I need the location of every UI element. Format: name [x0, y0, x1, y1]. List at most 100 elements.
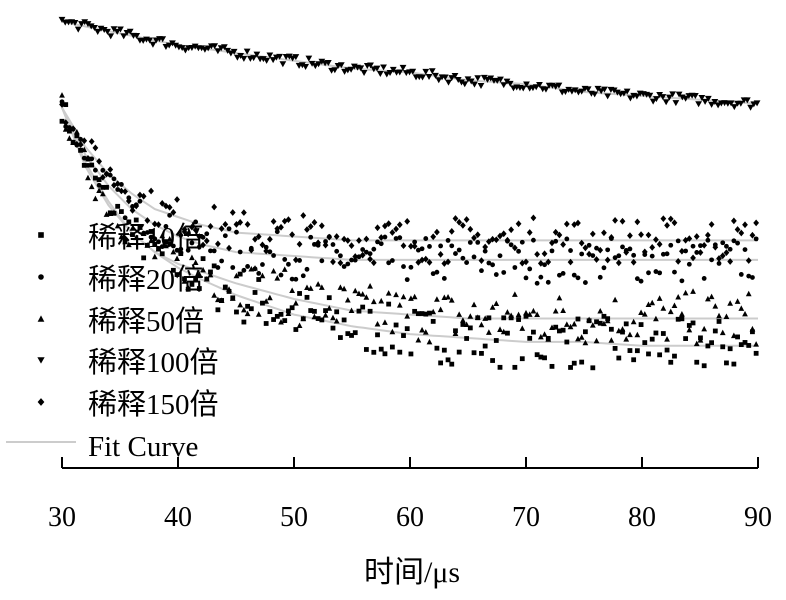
- data-point: [571, 272, 577, 278]
- legend-label-3: 稀释100倍: [88, 346, 219, 379]
- data-point: [735, 334, 740, 340]
- data-point: [578, 239, 585, 247]
- data-point: [738, 305, 745, 311]
- data-point: [511, 291, 518, 297]
- data-point: [679, 278, 685, 284]
- data-point: [324, 60, 332, 67]
- data-point: [96, 187, 102, 194]
- data-point: [720, 344, 726, 350]
- data-point: [467, 78, 475, 85]
- data-point: [693, 340, 700, 347]
- data-point: [523, 275, 529, 281]
- data-point: [177, 231, 184, 239]
- data-point: [560, 327, 566, 333]
- data-point: [92, 195, 99, 202]
- data-point: [690, 320, 696, 326]
- data-point: [230, 265, 236, 270]
- data-point: [735, 240, 740, 246]
- data-point: [734, 226, 741, 233]
- data-point: [589, 322, 596, 328]
- data-point: [315, 239, 322, 247]
- data-point: [575, 219, 581, 227]
- data-point: [182, 47, 189, 54]
- data-point: [63, 102, 69, 108]
- data-point: [233, 272, 240, 279]
- data-point: [185, 247, 191, 253]
- data-point: [374, 320, 381, 327]
- data-point: [312, 241, 317, 247]
- data-point: [537, 260, 544, 267]
- data-point: [311, 313, 318, 320]
- data-point: [62, 126, 69, 132]
- data-point: [445, 294, 451, 300]
- data-point: [497, 326, 503, 332]
- data-point: [70, 125, 77, 133]
- data-point: [96, 177, 102, 182]
- data-point: [371, 349, 377, 355]
- fit-curve-2: [61, 107, 758, 320]
- legend-marker-2: [37, 315, 45, 322]
- data-point: [746, 273, 752, 279]
- data-point: [623, 249, 630, 256]
- data-point: [401, 333, 406, 338]
- data-point: [144, 217, 151, 224]
- data-point: [100, 167, 106, 173]
- data-point: [668, 242, 674, 248]
- data-point: [753, 341, 760, 347]
- data-point: [456, 218, 463, 226]
- data-point: [155, 246, 162, 252]
- data-point: [475, 239, 481, 245]
- data-point: [270, 268, 277, 274]
- data-point: [497, 253, 503, 259]
- data-point: [408, 264, 414, 270]
- fit-curve-0: [61, 107, 758, 347]
- data-point: [241, 209, 247, 216]
- data-point: [679, 316, 685, 322]
- data-point: [471, 350, 477, 356]
- data-point: [285, 53, 293, 60]
- data-point: [616, 355, 622, 361]
- data-point: [693, 233, 700, 240]
- data-point: [704, 95, 712, 102]
- data-point: [91, 25, 98, 32]
- data-point: [244, 310, 251, 317]
- data-point: [553, 238, 559, 244]
- data-point: [467, 240, 473, 245]
- data-point: [479, 350, 484, 356]
- data-point: [193, 277, 199, 283]
- data-point: [508, 312, 515, 319]
- data-point: [723, 249, 730, 257]
- data-point: [519, 85, 527, 92]
- data-point: [266, 294, 273, 301]
- data-point: [382, 234, 388, 240]
- data-point: [152, 236, 158, 242]
- data-point: [191, 43, 199, 50]
- data-point: [93, 167, 98, 173]
- data-point: [419, 256, 425, 264]
- x-tick-label-90: 90: [744, 502, 772, 533]
- data-point: [130, 204, 135, 209]
- data-point: [448, 297, 455, 303]
- data-point: [85, 174, 91, 181]
- data-point: [724, 360, 729, 366]
- data-point: [386, 260, 392, 266]
- data-point: [378, 234, 385, 241]
- data-point: [430, 271, 436, 277]
- data-point: [356, 308, 362, 314]
- data-point: [562, 88, 569, 95]
- data-point: [363, 347, 369, 352]
- data-point: [519, 239, 525, 245]
- data-point: [649, 244, 656, 251]
- data-point: [464, 76, 472, 83]
- data-point: [371, 246, 377, 252]
- data-point: [641, 311, 648, 317]
- data-point: [430, 233, 437, 241]
- data-point: [412, 308, 418, 314]
- data-point: [331, 67, 339, 74]
- data-point: [367, 255, 373, 263]
- data-point: [662, 99, 670, 106]
- data-point: [616, 253, 622, 259]
- data-point: [253, 51, 261, 58]
- data-point: [427, 244, 432, 249]
